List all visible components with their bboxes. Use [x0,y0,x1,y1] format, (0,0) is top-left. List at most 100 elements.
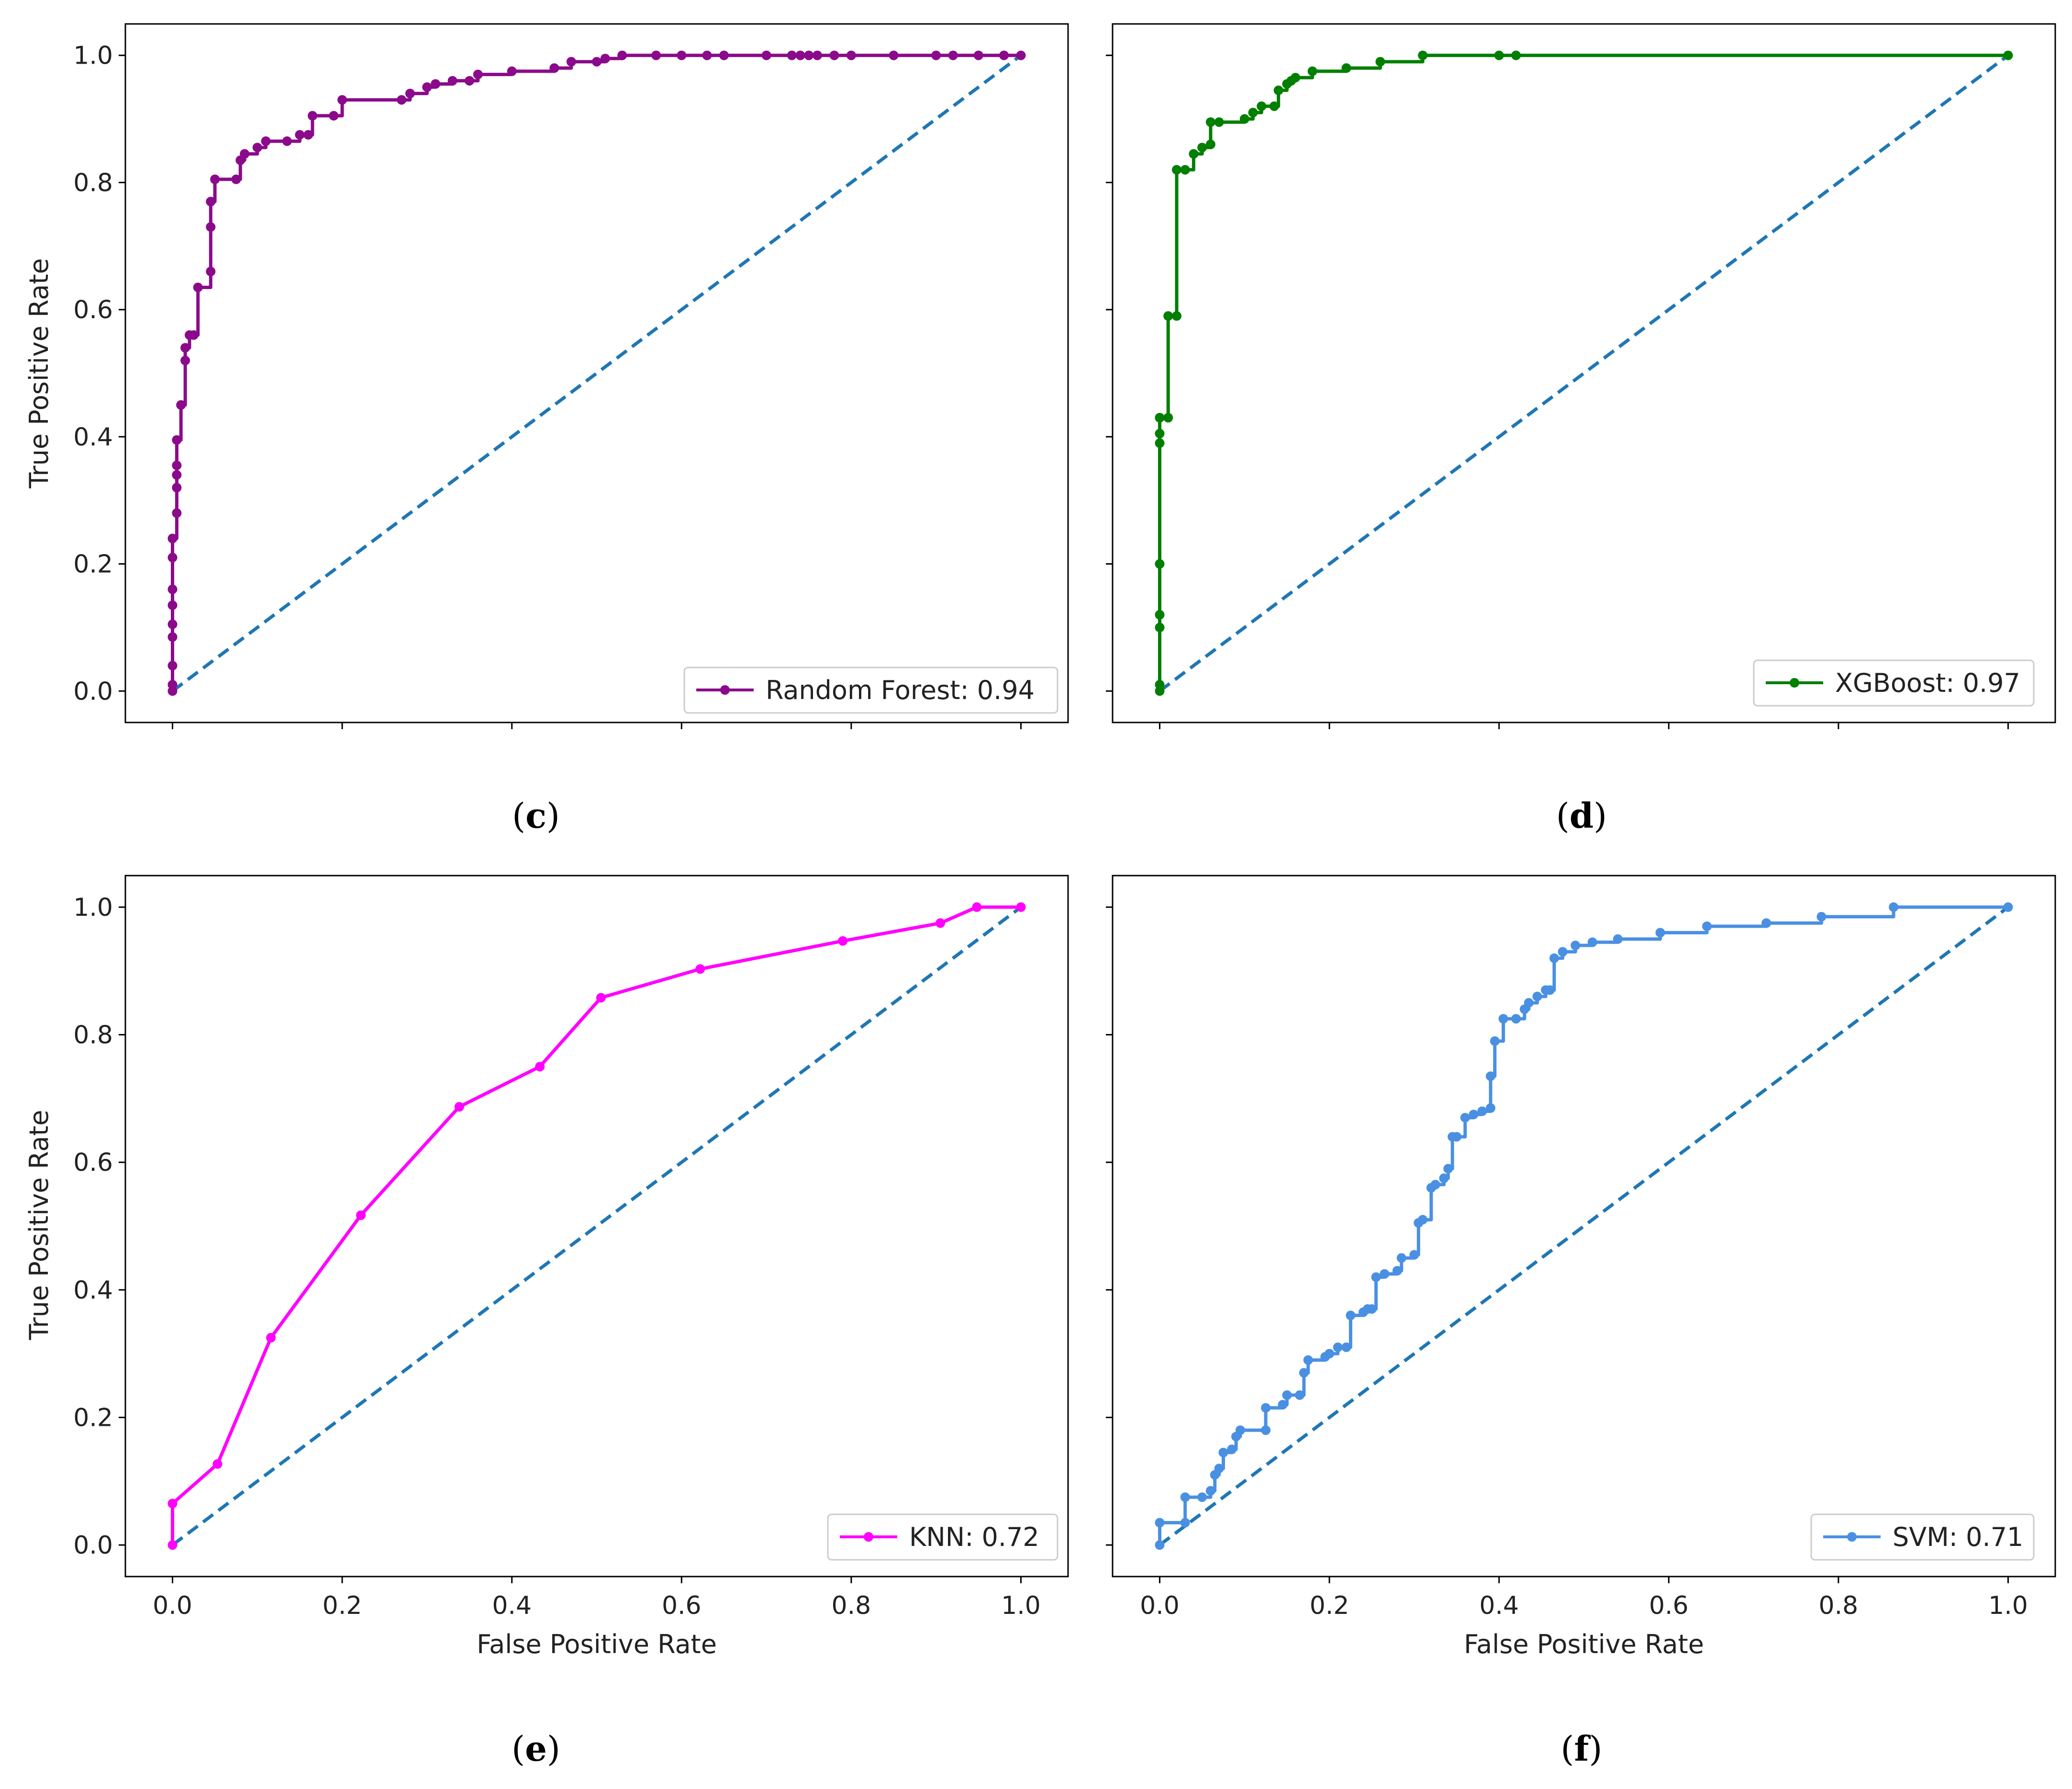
roc-point [1545,985,1555,995]
roc-point [1295,1390,1305,1400]
x-tick-label: 0.4 [492,1591,532,1620]
legend-label: XGBoost: 0.97 [1835,668,2020,698]
roc-point [252,143,262,153]
tick-group: 0.0 0.2 0.4 0.6 0.8 1.0 0.0 0.2 0.4 0.6 0.8 1.0 [73,893,1041,1620]
tick-group: 0.0 0.2 0.4 0.6 0.8 1.0 [1106,906,2028,1620]
roc-point [1235,1425,1245,1435]
legend: XGBoost: 0.97 [1753,659,2035,707]
roc-point [210,174,220,184]
chance-diagonal-line [1159,54,2009,693]
roc-point [804,50,814,60]
roc-point [846,50,856,60]
legend-marker-swatch [864,1532,873,1542]
roc-point [172,483,182,493]
roc-point [172,435,182,445]
roc-point [677,50,687,60]
legend-label: SVM: 0.71 [1893,1522,2023,1552]
roc-point [1248,108,1258,118]
x-tick-label: 0.6 [662,1591,702,1620]
chance-diagonal-line [171,54,1022,693]
caption-close-paren: ) [546,796,560,836]
roc-point [829,50,839,60]
chance-line-group [171,54,1022,693]
y-tick-label: 0.2 [73,550,113,579]
roc-point [1761,918,1771,928]
panel-caption: (f) [1560,1728,1602,1769]
axes-frame [1112,23,2056,723]
roc-point [167,533,178,544]
chance-line-group [171,906,1022,1546]
roc-point [1273,85,1283,95]
roc-point [172,460,182,470]
roc-point [447,76,457,86]
roc-point [397,95,407,105]
chance-line-group [1159,906,2009,1546]
roc-point [1239,114,1249,124]
legend-marker-swatch [1790,678,1799,688]
x-tick-label: 0.8 [832,1591,871,1620]
roc-point [1214,117,1224,127]
roc-point [167,619,178,629]
roc-point [1155,559,1165,569]
roc-point [1341,1342,1351,1352]
roc-point [1418,1215,1428,1225]
roc-point [838,936,848,946]
panel-e-knn: 0.0 0.2 0.4 0.6 0.8 1.0 0.0 0.2 0.4 0.6 0.8 1.0 Tru… [24,875,1069,1769]
roc-point [231,174,241,184]
roc-point [1494,50,1504,60]
roc-point [465,76,475,86]
roc-point [167,553,178,563]
roc-point [206,197,216,207]
roc-point [206,222,216,232]
y-tick-label: 0.4 [73,423,113,452]
roc-point [695,964,705,974]
roc-point [2003,50,2013,60]
x-axis-title: False Positive Rate [477,1629,717,1659]
caption-letter: e [525,1728,547,1769]
y-tick-label: 0.6 [73,1148,113,1177]
roc-point [1613,934,1623,944]
roc-point [1291,73,1301,83]
roc-point [1303,1355,1313,1365]
roc-point [1261,1425,1271,1435]
roc-point [596,993,606,1003]
x-axis-title: False Positive Rate [1464,1629,1704,1659]
roc-point [1498,1014,1508,1024]
roc-point [936,918,946,928]
roc-point [167,1499,178,1509]
legend-box [827,1513,1058,1561]
y-tick-label: 0.0 [73,677,113,706]
series-group [167,50,1026,696]
axes-frame [1112,875,2056,1578]
roc-point [702,50,712,60]
roc-point [1511,50,1521,60]
y-tick-label: 0.6 [73,296,113,324]
roc-point [1571,940,1581,950]
y-tick-label: 0.8 [73,168,113,197]
roc-point [549,63,559,73]
roc-point [795,50,805,60]
caption-open-paren: ( [512,1729,525,1769]
legend-label: Random Forest: 0.94 [766,675,1035,705]
y-tick-label: 1.0 [73,893,113,922]
roc-point [889,50,899,60]
x-tick-label: 0.0 [153,1591,192,1620]
roc-point [282,136,292,146]
roc-point [422,82,432,92]
legend-marker-swatch [1847,1532,1857,1542]
roc-point [180,343,190,353]
roc-point [405,89,415,99]
panel-caption: (e) [512,1728,560,1769]
roc-point [1214,1464,1224,1474]
roc-point [972,902,982,912]
roc-point [1396,1253,1406,1263]
tick-group: 0.0 0.2 0.4 0.6 0.8 1.0 [73,42,1022,729]
roc-point [1325,1349,1335,1359]
roc-point [1278,1400,1288,1410]
roc-point [1016,902,1026,912]
roc-point [1558,947,1568,957]
roc-point [1261,1403,1271,1413]
roc-point [719,50,729,60]
roc-point [1511,1014,1521,1024]
